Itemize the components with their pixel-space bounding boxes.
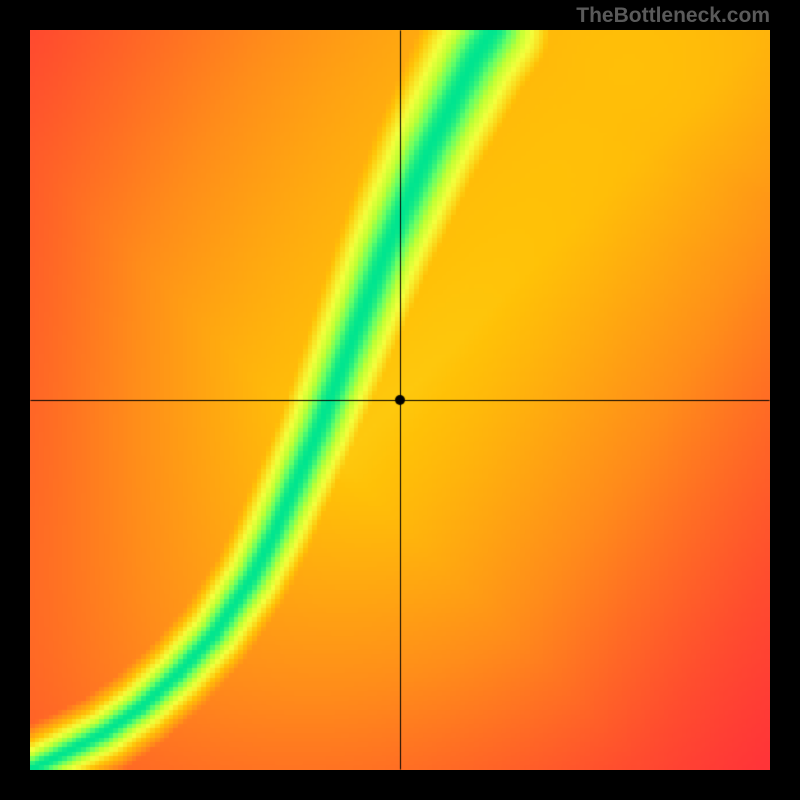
chart-container: TheBottleneck.com [0,0,800,800]
watermark-text: TheBottleneck.com [576,4,770,28]
heatmap-canvas [30,30,770,770]
heatmap-plot [30,30,770,770]
